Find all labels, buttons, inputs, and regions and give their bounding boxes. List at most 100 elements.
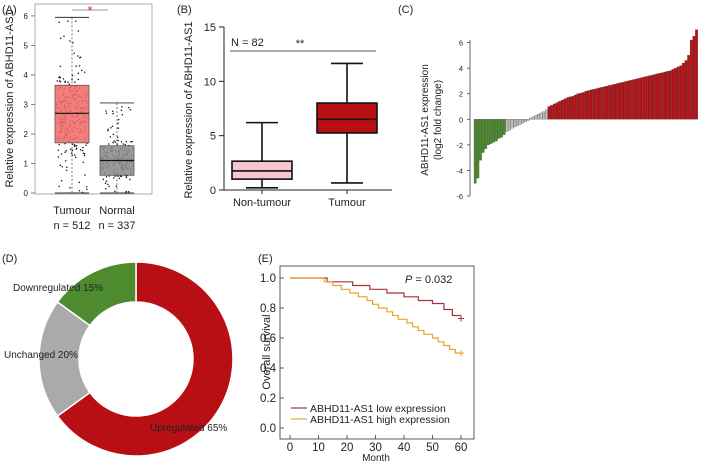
panel-b-box-tumour [316,102,378,134]
panel-a-jitter-point [112,133,115,136]
panel-a-jitter-point [69,148,72,150]
panel-c-bar-upregulated [595,88,598,120]
panel-c-label: (C) [398,4,413,16]
panel-a-jitter-point [58,143,60,146]
panel-e-ytick-label: 0.4 [260,363,277,375]
panel-e-label: (E) [258,253,273,265]
panel-c-bar-upregulated [579,92,582,120]
panel-a-jitter-point [85,186,88,188]
panel-c-bar-upregulated [634,78,638,120]
panel-a-jitter-point [73,52,75,54]
panel-a-jitter-point [65,150,68,152]
panel-b-x-label-tumour: Tumour [328,197,366,209]
panel-c-bar-upregulated [655,73,659,120]
panel-d-donut [38,261,234,457]
panel-c-ylabel-2: (log2 fold change) [433,80,444,160]
panel-c-bar-unchanged [518,119,522,125]
panel-e-xtick-label: 40 [398,442,411,454]
panel-a-jitter-point [107,129,109,132]
panel-a-ytick-label: 6 [24,12,29,21]
panel-a-jitter-point [109,136,112,138]
panel-a: (A) Relative expression of ABHD11-AS1 0 1… [2,3,153,232]
panel-a-jitter-point [58,76,61,78]
panel-c-bar-downregulated [479,119,482,161]
panel-a-jitter-point [113,140,115,142]
panel-c-bar-downregulated [500,119,503,138]
panel-a-jitter-point [120,175,123,177]
panel-c-bar-upregulated [679,65,683,120]
panel-a-jitter-point [125,190,128,193]
panel-a-jitter-point [57,156,60,158]
panel-a-frame [34,3,153,195]
panel-c-bar-unchanged [516,119,519,126]
panel-c-bar-upregulated [668,70,672,120]
panel-c-bar-upregulated [589,89,593,120]
panel-a-jitter-point [81,149,84,152]
panel-a-jitter-point [63,35,65,37]
panel-a-jitter-point [104,182,107,185]
panel-a-x-label-normal: Normal [99,205,134,217]
panel-c-bar-unchanged [523,119,527,122]
panel-a-jitter-point [79,56,82,58]
panel-c-bar-unchanged [513,119,517,128]
panel-a-jitter-point [83,154,86,157]
panel-a-jitter-point [117,122,119,124]
panel-a-jitter-point [75,20,77,22]
panel-a-jitter-point [128,106,130,109]
panel-a-jitter-point [124,143,126,146]
panel-c-bar-downregulated [484,119,488,149]
panel-b-ytick-label: 0 [210,185,216,197]
panel-a-ytick-label: 5 [24,41,29,50]
panel-a-jitter-point [59,65,62,67]
panel-e-ytick-label: 0.6 [260,333,276,345]
panel-a-jitter-point [74,156,77,158]
panel-c-bar-downregulated [497,119,501,139]
panel-a-jitter-point [129,178,131,181]
panel-c-bar-upregulated [682,62,685,120]
panel-a-n-tumour: n = 512 [53,220,90,232]
panel-a-jitter-point [117,139,119,142]
panel-a-jitter-point [83,71,86,73]
panel-a-jitter-point [120,141,123,143]
panel-a-jitter-point [82,152,85,155]
panel-c-bar-upregulated [610,84,614,120]
panel-a-jitter-point [58,21,60,23]
panel-a-boxes [54,16,135,194]
panel-e: (E) Overall survival Month 0.00.20.40.60… [258,253,475,464]
panel-c-bar-upregulated [600,87,604,120]
panel-c-bar-upregulated [624,81,627,120]
panel-a-jitter-point [107,183,109,186]
panel-c-bar-upregulated [605,85,609,120]
panel-a-jitter-point [83,153,86,155]
panel-a-jitter-point [112,177,115,179]
panel-a-jitter-point [111,110,114,113]
panel-b-axes: 0 5 10 15 [204,22,392,197]
panel-a-jitter-point [114,190,116,193]
panel-a-jitter-point [64,151,66,153]
panel-a-jitter-point [77,72,80,75]
panel-c-bar-upregulated [616,83,619,120]
panel-a-ytick-label: 0 [24,189,29,198]
panel-e-xtick-label: 0 [287,442,293,454]
panel-c-bar-upregulated [571,96,575,120]
panel-c-bars [473,29,698,184]
panel-a-jitter-point [117,118,120,121]
panel-a-jitter-point [110,126,112,129]
panel-c-bar-upregulated [684,60,688,120]
panel-c-bar-upregulated [574,94,577,120]
panel-a-jitter-point [77,78,79,81]
panel-c-bar-upregulated [692,36,696,120]
panel-c-bar-downregulated [481,119,485,153]
panel-e-ylabel: Overall survival [261,314,273,389]
panel-a-jitter-point [77,55,79,57]
panel-c-bar-downregulated [489,119,493,144]
panel-b-box-non-tumour [231,160,293,180]
panel-a-jitter-point [107,143,110,145]
panel-c-bar-unchanged [545,109,548,120]
panel-a-jitter-point [56,80,59,82]
panel-e-ytick-label: 0.8 [260,303,276,315]
panel-b-label: (B) [177,4,192,16]
panel-e-xtick-label: 60 [455,442,468,454]
panel-a-jitter-point [59,80,62,83]
panel-a-jitter-point [60,179,63,182]
